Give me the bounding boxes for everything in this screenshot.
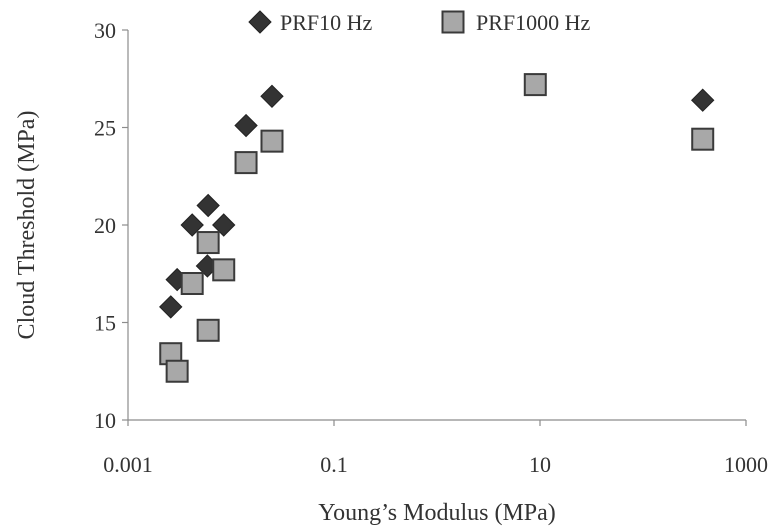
data-points xyxy=(159,73,715,383)
square-point xyxy=(212,258,236,282)
legend-marker-square xyxy=(441,10,465,34)
x-tick-label: 10 xyxy=(529,452,551,477)
x-tick-label: 1000 xyxy=(724,452,768,477)
y-tick-label: 15 xyxy=(94,311,116,336)
y-tick-label: 10 xyxy=(94,408,116,433)
x-tick-label: 0.1 xyxy=(320,452,348,477)
square-point xyxy=(180,272,204,295)
square-point xyxy=(523,73,547,97)
y-ticks: 10 15 20 25 30 xyxy=(94,18,128,433)
diamond-point xyxy=(196,193,220,218)
legend-label-prf1000: PRF1000 Hz xyxy=(476,10,591,35)
diamond-point xyxy=(212,213,236,237)
square-point xyxy=(260,129,284,153)
square-point xyxy=(196,231,220,255)
square-point xyxy=(196,318,220,342)
legend-label-prf10: PRF10 Hz xyxy=(280,10,373,35)
y-tick-label: 25 xyxy=(94,116,116,141)
diamond-point xyxy=(234,113,258,138)
x-tick-label: 0.001 xyxy=(103,452,153,477)
x-axis-title: Young’s Modulus (MPa) xyxy=(318,500,556,526)
square-point xyxy=(234,151,258,175)
diamond-point xyxy=(260,84,284,109)
legend-marker-diamond xyxy=(248,10,272,34)
x-ticks: 0.001 0.1 10 1000 xyxy=(103,420,768,477)
diamond-point xyxy=(159,295,183,319)
diamond-point xyxy=(691,88,715,112)
legend-square-icon xyxy=(441,10,465,34)
y-tick-label: 30 xyxy=(94,18,116,43)
legend-item-prf10: PRF10 Hz xyxy=(248,10,373,35)
series-prf10 xyxy=(159,84,715,319)
legend-diamond-icon xyxy=(248,10,272,34)
square-point xyxy=(691,127,715,151)
square-point xyxy=(165,359,189,383)
series-prf1000 xyxy=(159,73,715,383)
legend-item-prf1000: PRF1000 Hz xyxy=(441,10,591,35)
y-axis-title: Cloud Threshold (MPa) xyxy=(14,111,40,340)
legend: PRF10 Hz PRF1000 Hz xyxy=(248,10,591,35)
y-tick-label: 20 xyxy=(94,213,116,238)
diamond-point xyxy=(180,213,204,237)
axes: 10 15 20 25 30 0.001 0.1 10 1000 xyxy=(94,18,768,477)
